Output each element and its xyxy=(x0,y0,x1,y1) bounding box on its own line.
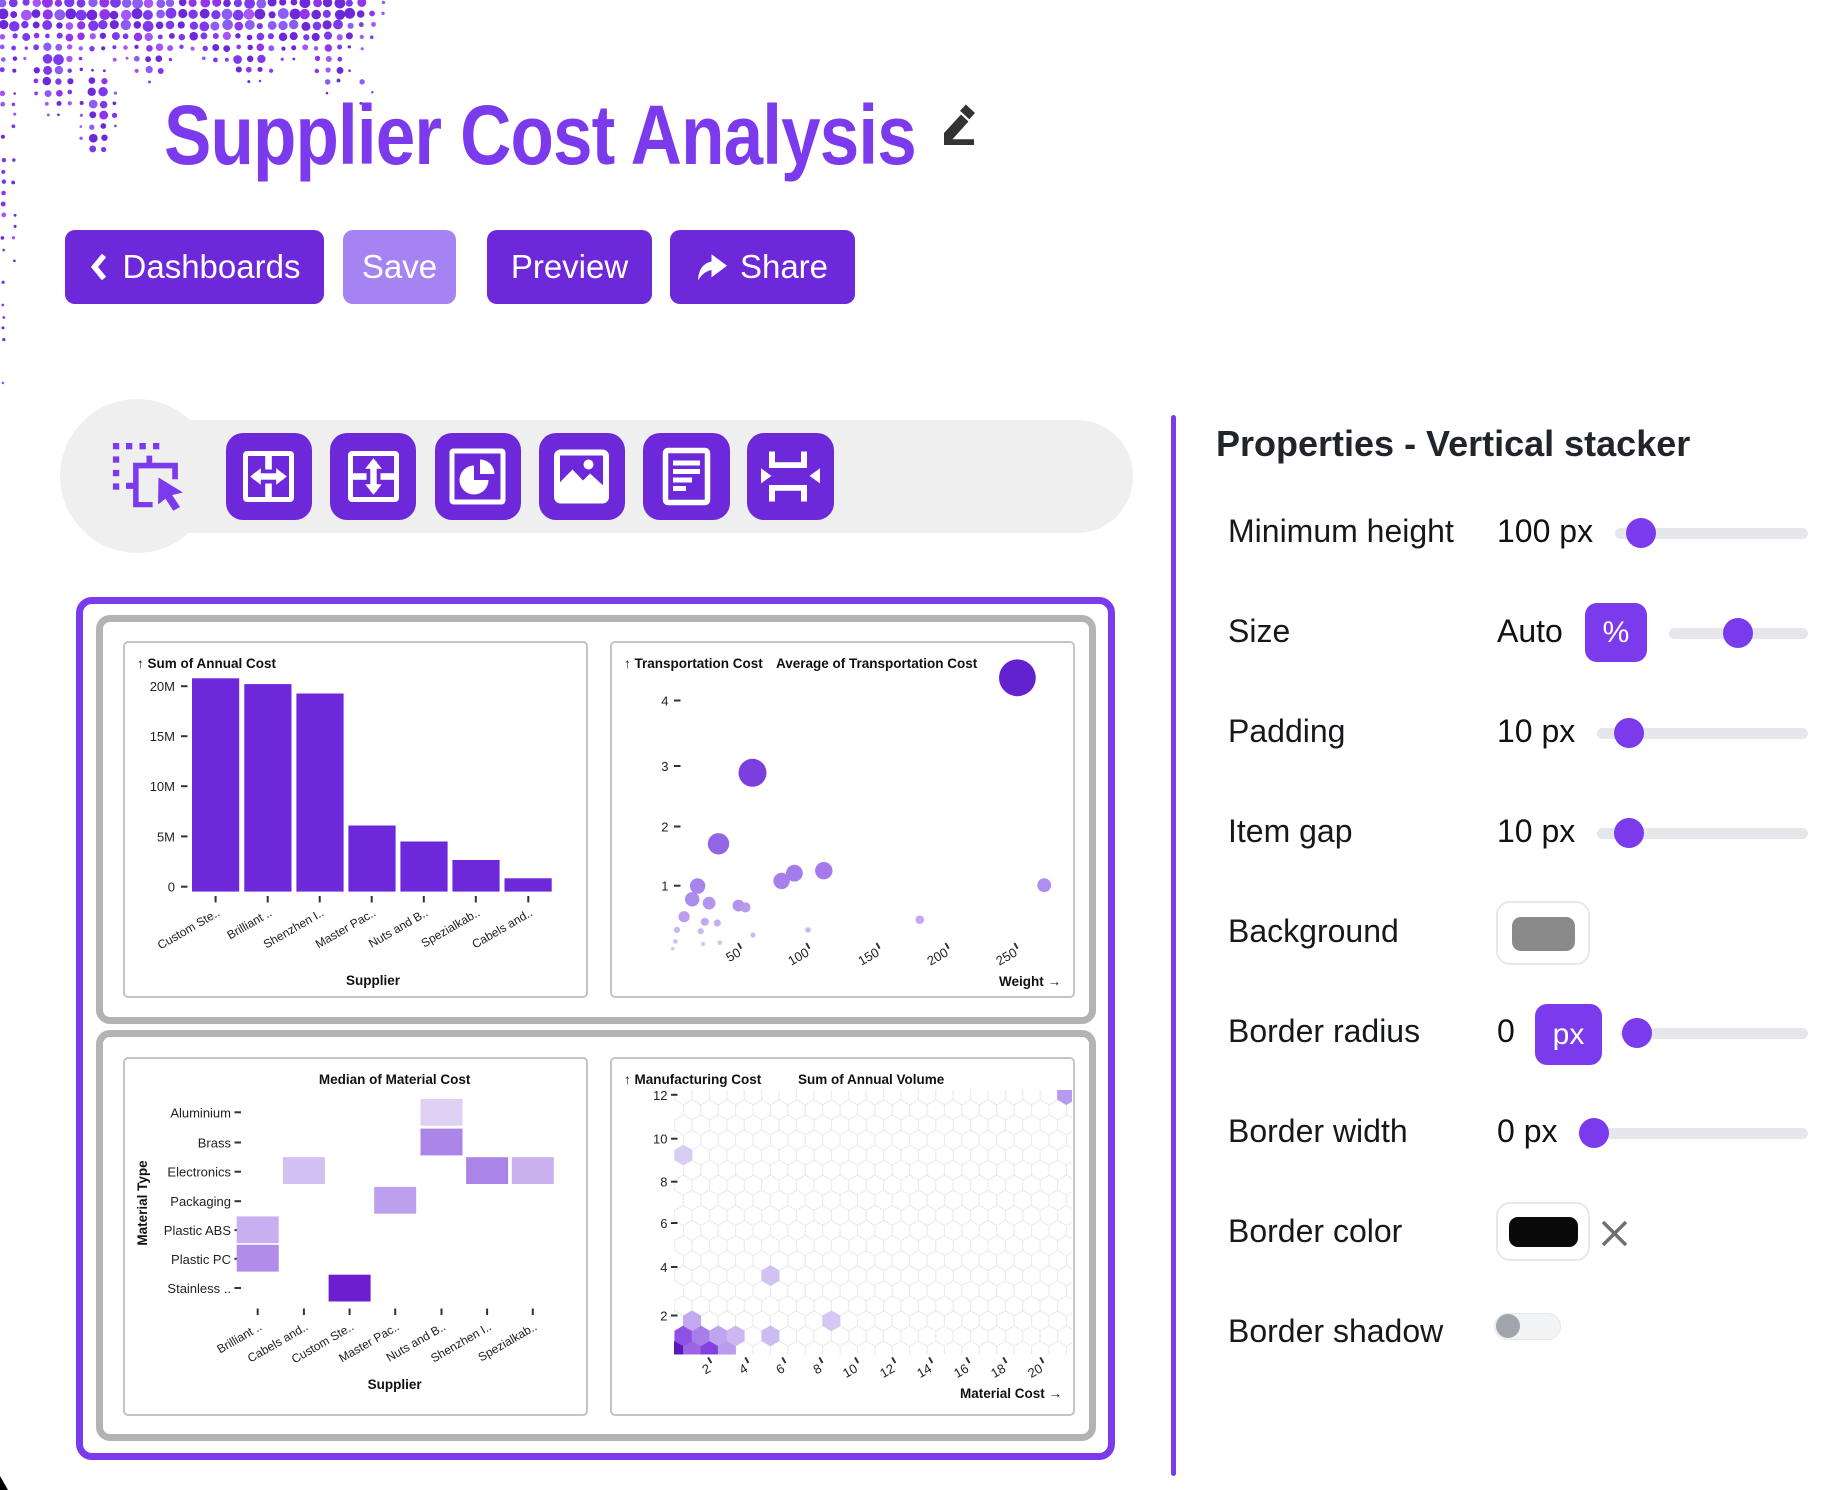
svg-text:8: 8 xyxy=(660,1175,667,1190)
svg-text:Sum of Annual Volume: Sum of Annual Volume xyxy=(798,1072,945,1087)
svg-text:20: 20 xyxy=(1025,1361,1045,1381)
svg-text:16: 16 xyxy=(951,1361,971,1381)
svg-text:150: 150 xyxy=(855,945,881,969)
svg-text:4: 4 xyxy=(660,1260,667,1275)
svg-text:5M: 5M xyxy=(157,829,175,844)
svg-text:Supplier: Supplier xyxy=(346,973,401,988)
svg-text:Supplier: Supplier xyxy=(368,1377,423,1392)
svg-text:Electronics: Electronics xyxy=(167,1165,231,1180)
svg-text:20M: 20M xyxy=(150,679,175,694)
svg-text:10: 10 xyxy=(653,1132,667,1147)
svg-text:6: 6 xyxy=(660,1216,667,1231)
svg-text:Aluminium: Aluminium xyxy=(170,1105,231,1120)
svg-text:Brass: Brass xyxy=(198,1136,232,1151)
svg-text:2: 2 xyxy=(660,1309,667,1324)
svg-text:10: 10 xyxy=(840,1361,860,1381)
svg-text:100: 100 xyxy=(785,945,811,969)
svg-text:12: 12 xyxy=(877,1361,897,1381)
svg-text:Average of Transportation Cost: Average of Transportation Cost xyxy=(776,656,978,671)
svg-text:Plastic ABS: Plastic ABS xyxy=(164,1223,232,1238)
svg-text:0: 0 xyxy=(168,880,175,895)
svg-text:4: 4 xyxy=(661,694,668,709)
svg-text:3: 3 xyxy=(661,759,668,774)
svg-text:Material Type: Material Type xyxy=(135,1160,150,1246)
svg-text:18: 18 xyxy=(988,1361,1008,1381)
svg-text:1: 1 xyxy=(661,879,668,894)
svg-text:Packaging: Packaging xyxy=(170,1194,231,1209)
svg-text:Median of Material Cost: Median of Material Cost xyxy=(319,1072,471,1087)
svg-text:Plastic PC: Plastic PC xyxy=(171,1252,231,1267)
svg-text:14: 14 xyxy=(914,1361,934,1381)
svg-text:250: 250 xyxy=(993,945,1019,969)
svg-text:Material Cost →: Material Cost → xyxy=(960,1386,1062,1401)
svg-text:Stainless ..: Stainless .. xyxy=(167,1281,231,1296)
svg-text:Custom Ste..: Custom Ste.. xyxy=(155,905,222,952)
svg-text:↑ Sum of Annual Cost: ↑ Sum of Annual Cost xyxy=(137,656,276,671)
svg-text:↑ Transportation Cost: ↑ Transportation Cost xyxy=(624,656,763,671)
svg-text:50: 50 xyxy=(723,945,743,965)
svg-text:Weight →: Weight → xyxy=(999,974,1061,989)
svg-text:10M: 10M xyxy=(150,779,175,794)
svg-text:15M: 15M xyxy=(150,729,175,744)
svg-text:Nuts and B..: Nuts and B.. xyxy=(366,905,430,950)
svg-text:200: 200 xyxy=(924,945,950,969)
svg-text:2: 2 xyxy=(661,820,668,835)
svg-text:↑ Manufacturing Cost: ↑ Manufacturing Cost xyxy=(624,1072,762,1087)
svg-text:12: 12 xyxy=(653,1088,667,1103)
